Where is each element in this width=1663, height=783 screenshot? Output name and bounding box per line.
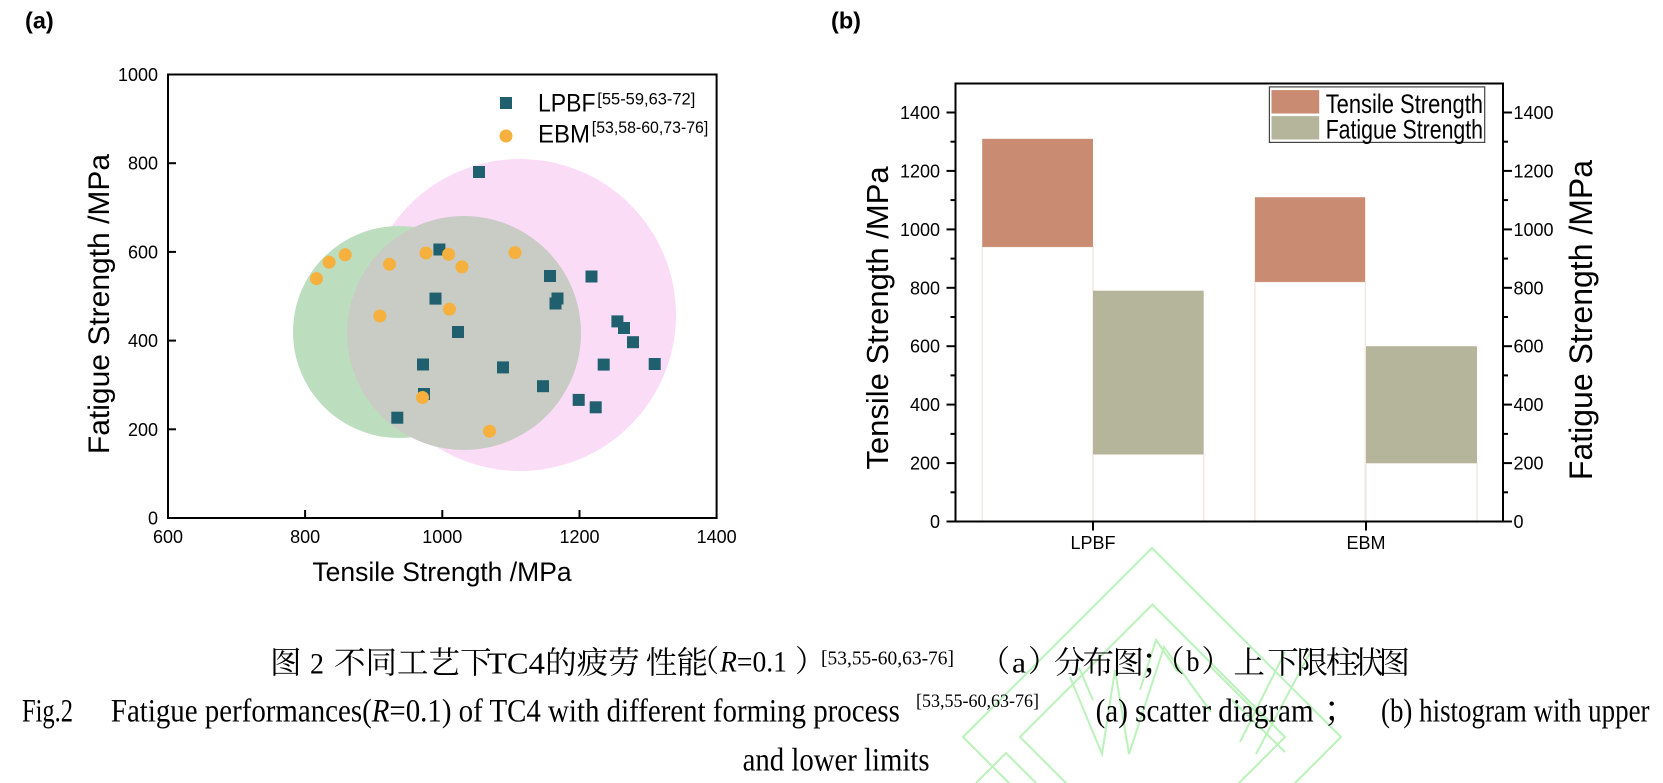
svg-text:600: 600	[910, 337, 940, 357]
svg-text:Fatigue Strength: Fatigue Strength	[1326, 115, 1483, 145]
svg-text:0: 0	[1514, 512, 1524, 532]
svg-text:and lower limits: and lower limits	[743, 742, 930, 778]
svg-text:800: 800	[290, 527, 320, 547]
svg-text:Fig.2: Fig.2	[22, 694, 73, 730]
svg-text:2: 2	[310, 648, 324, 681]
svg-text:600: 600	[1514, 337, 1544, 357]
svg-text:(a): (a)	[25, 8, 54, 34]
svg-text:Fatigue performances(R=0.1) of: Fatigue performances(R=0.1) of TC4 with …	[111, 694, 900, 730]
svg-text:1200: 1200	[1514, 161, 1554, 181]
svg-text:800: 800	[128, 154, 158, 174]
svg-text:R=0.1: R=0.1	[719, 646, 787, 679]
svg-text:1400: 1400	[1514, 103, 1554, 123]
svg-text:0: 0	[148, 509, 158, 529]
svg-text:b: b	[1187, 645, 1200, 678]
svg-text:1200: 1200	[559, 527, 599, 547]
svg-text:1000: 1000	[1514, 220, 1554, 240]
svg-text:TC4: TC4	[487, 646, 546, 681]
svg-text:(b): (b)	[831, 8, 861, 34]
svg-text:1000: 1000	[900, 220, 940, 240]
svg-text:(a) scatter diagram: (a) scatter diagram	[1096, 694, 1314, 730]
svg-text:Fatigue Strength /MPa: Fatigue Strength /MPa	[83, 154, 116, 454]
svg-text:LPBF: LPBF	[538, 89, 596, 117]
svg-text:Tensile Strength: Tensile Strength	[1326, 89, 1483, 119]
svg-text:(b) histogram with upper: (b) histogram with upper	[1381, 694, 1650, 730]
svg-text:EBM: EBM	[1346, 533, 1385, 553]
svg-text:[53,55-60,63-76]: [53,55-60,63-76]	[821, 648, 954, 670]
svg-text:600: 600	[153, 527, 183, 547]
svg-text:1400: 1400	[900, 103, 940, 123]
svg-text:[53,58-60,73-76]: [53,58-60,73-76]	[592, 118, 709, 137]
svg-text:Tensile Strength /MPa: Tensile Strength /MPa	[860, 166, 895, 470]
svg-text:1200: 1200	[900, 161, 940, 181]
svg-text:1400: 1400	[697, 527, 737, 547]
svg-text:Tensile Strength /MPa: Tensile Strength /MPa	[312, 557, 572, 587]
svg-text:200: 200	[910, 454, 940, 474]
svg-text:200: 200	[128, 420, 158, 440]
svg-text:Fatigue Strength /MPa: Fatigue Strength /MPa	[1563, 160, 1599, 480]
svg-text:600: 600	[128, 242, 158, 262]
svg-text:1000: 1000	[118, 65, 158, 85]
svg-text:LPBF: LPBF	[1070, 533, 1115, 553]
svg-text:200: 200	[1514, 454, 1544, 474]
svg-text:400: 400	[1514, 395, 1544, 415]
svg-text:400: 400	[128, 331, 158, 351]
svg-text:0: 0	[930, 512, 940, 532]
svg-text:EBM: EBM	[538, 121, 590, 149]
svg-text:800: 800	[1514, 278, 1544, 298]
svg-text:[53,55-60,63-76]: [53,55-60,63-76]	[916, 691, 1039, 712]
svg-text:a: a	[1012, 647, 1026, 680]
svg-text:1000: 1000	[422, 527, 462, 547]
svg-text:800: 800	[910, 278, 940, 298]
svg-text:400: 400	[910, 395, 940, 415]
svg-text:[55-59,63-72]: [55-59,63-72]	[597, 90, 695, 109]
